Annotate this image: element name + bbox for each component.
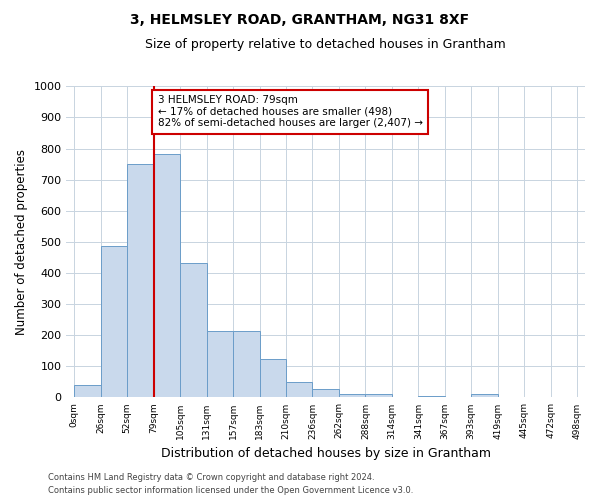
Bar [471,394,497,398]
Bar [365,394,392,398]
X-axis label: Distribution of detached houses by size in Grantham: Distribution of detached houses by size … [161,447,491,460]
Text: 3 HELMSLEY ROAD: 79sqm
← 17% of detached houses are smaller (498)
82% of semi-de: 3 HELMSLEY ROAD: 79sqm ← 17% of detached… [158,95,422,128]
Text: 3, HELMSLEY ROAD, GRANTHAM, NG31 8XF: 3, HELMSLEY ROAD, GRANTHAM, NG31 8XF [130,12,470,26]
Text: Contains HM Land Registry data © Crown copyright and database right 2024.
Contai: Contains HM Land Registry data © Crown c… [48,474,413,495]
Bar [154,154,180,398]
Bar [418,396,445,398]
Bar [127,164,154,398]
Bar [260,358,286,398]
Y-axis label: Number of detached properties: Number of detached properties [15,149,28,335]
Bar [101,246,127,398]
Title: Size of property relative to detached houses in Grantham: Size of property relative to detached ho… [145,38,506,51]
Bar [286,382,313,398]
Bar [206,330,233,398]
Bar [339,394,365,398]
Bar [74,385,101,398]
Bar [233,330,260,398]
Bar [180,262,206,398]
Bar [313,389,339,398]
